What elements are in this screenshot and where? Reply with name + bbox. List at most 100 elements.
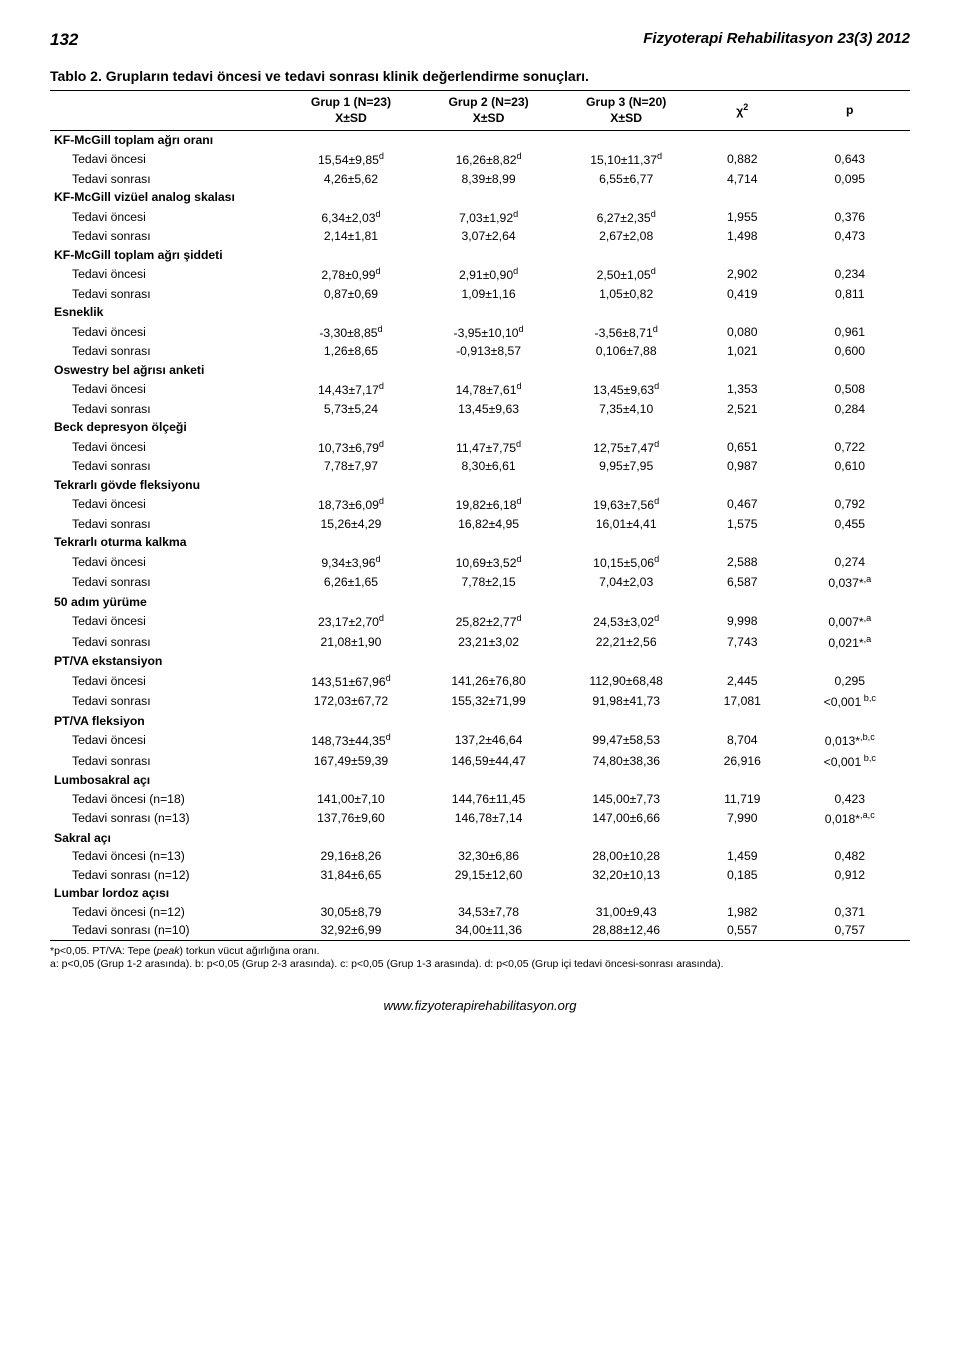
data-row: Tedavi sonrası167,49±59,39146,59±44,4774… [50,751,910,772]
cell-g3 [557,476,695,494]
cell-p: 0,376 [790,207,910,228]
cell-p [790,418,910,436]
cell-g2 [420,476,558,494]
cell-g2: 10,69±3,52d [420,552,558,573]
cell-g1: 6,34±2,03d [282,207,420,228]
cell-g2: 34,00±11,36 [420,921,558,940]
cell-g3: 1,05±0,82 [557,285,695,303]
cell-g1 [282,712,420,730]
cell-g3: 2,50±1,05d [557,264,695,285]
cell-chi: 7,990 [695,808,790,829]
section-row: 50 adım yürüme [50,593,910,611]
cell-g3: 13,45±9,63d [557,379,695,400]
cell-p [790,361,910,379]
cell-p: 0,007*,a [790,611,910,632]
cell-g3 [557,361,695,379]
cell-p [790,188,910,206]
row-label: Tedavi öncesi [50,379,282,400]
cell-g1 [282,829,420,847]
col-chi2: χ2 [695,91,790,131]
cell-g3: 99,47±58,53 [557,730,695,751]
cell-p: 0,234 [790,264,910,285]
col-group2: Grup 2 (N=23)X±SD [420,91,558,131]
cell-chi: 1,955 [695,207,790,228]
row-label: Tedavi öncesi (n=12) [50,903,282,921]
cell-p: <0,001 b,c [790,691,910,712]
cell-p: 0,912 [790,866,910,884]
cell-g1: 2,78±0,99d [282,264,420,285]
row-label: Tedavi sonrası [50,285,282,303]
cell-chi [695,303,790,321]
data-row: Tedavi öncesi (n=12)30,05±8,7934,53±7,78… [50,903,910,921]
cell-chi: 1,498 [695,227,790,245]
cell-g1: 15,54±9,85d [282,149,420,170]
cell-g2: 16,26±8,82d [420,149,558,170]
cell-g1 [282,130,420,149]
cell-g1: 148,73±44,35d [282,730,420,751]
cell-g2 [420,884,558,902]
row-label: Tedavi sonrası [50,691,282,712]
row-label: Tedavi sonrası [50,457,282,475]
section-row: Lumbar lordoz açısı [50,884,910,902]
cell-g3: 15,10±11,37d [557,149,695,170]
cell-g2: 29,15±12,60 [420,866,558,884]
row-label: Tedavi öncesi (n=13) [50,847,282,865]
cell-p: <0,001 b,c [790,751,910,772]
cell-g1: 21,08±1,90 [282,632,420,653]
cell-chi: 6,587 [695,572,790,593]
cell-g3 [557,303,695,321]
cell-g1: 18,73±6,09d [282,494,420,515]
cell-p: 0,455 [790,515,910,533]
cell-g2: 7,03±1,92d [420,207,558,228]
row-label: Tedavi öncesi [50,437,282,458]
cell-g1: 1,26±8,65 [282,342,420,360]
cell-chi: 2,445 [695,671,790,692]
cell-g2: 137,2±46,64 [420,730,558,751]
cell-g1: 141,00±7,10 [282,790,420,808]
cell-g1: 31,84±6,65 [282,866,420,884]
cell-p: 0,013*,b,c [790,730,910,751]
row-label: Lumbosakral açı [50,771,282,789]
cell-p: 0,021*,a [790,632,910,653]
cell-g3: 31,00±9,43 [557,903,695,921]
cell-g2: 14,78±7,61d [420,379,558,400]
cell-chi: 2,902 [695,264,790,285]
cell-g3: 0,106±7,88 [557,342,695,360]
section-row: PT/VA fleksiyon [50,712,910,730]
cell-g2 [420,771,558,789]
row-label: Tedavi öncesi [50,494,282,515]
cell-chi [695,246,790,264]
cell-chi: 0,419 [695,285,790,303]
cell-g1: 9,34±3,96d [282,552,420,573]
data-row: Tedavi sonrası6,26±1,657,78±2,157,04±2,0… [50,572,910,593]
data-row: Tedavi sonrası1,26±8,65-0,913±8,570,106±… [50,342,910,360]
row-label: Tedavi öncesi [50,207,282,228]
cell-p [790,652,910,670]
cell-chi [695,476,790,494]
cell-chi [695,712,790,730]
cell-g2: -3,95±10,10d [420,322,558,343]
row-label: Esneklik [50,303,282,321]
cell-g1: 30,05±8,79 [282,903,420,921]
cell-g2: 25,82±2,77d [420,611,558,632]
page-number: 132 [50,30,78,50]
cell-g3 [557,829,695,847]
cell-g1 [282,533,420,551]
cell-chi: 0,882 [695,149,790,170]
cell-p [790,476,910,494]
row-label: Sakral açı [50,829,282,847]
cell-g3: 22,21±2,56 [557,632,695,653]
cell-g1: 172,03±67,72 [282,691,420,712]
cell-g2 [420,418,558,436]
cell-g1 [282,593,420,611]
data-row: Tedavi öncesi (n=18)141,00±7,10144,76±11… [50,790,910,808]
page-header: 132 Fizyoterapi Rehabilitasyon 23(3) 201… [50,30,910,50]
footnote-line: a: p<0,05 (Grup 1-2 arasında). b: p<0,05… [50,958,910,972]
cell-chi: 0,467 [695,494,790,515]
data-row: Tedavi sonrası7,78±7,978,30±6,619,95±7,9… [50,457,910,475]
cell-g1: 23,17±2,70d [282,611,420,632]
cell-chi: 1,982 [695,903,790,921]
cell-g3: 6,55±6,77 [557,170,695,188]
row-label: Tedavi sonrası (n=10) [50,921,282,940]
cell-g1: 7,78±7,97 [282,457,420,475]
